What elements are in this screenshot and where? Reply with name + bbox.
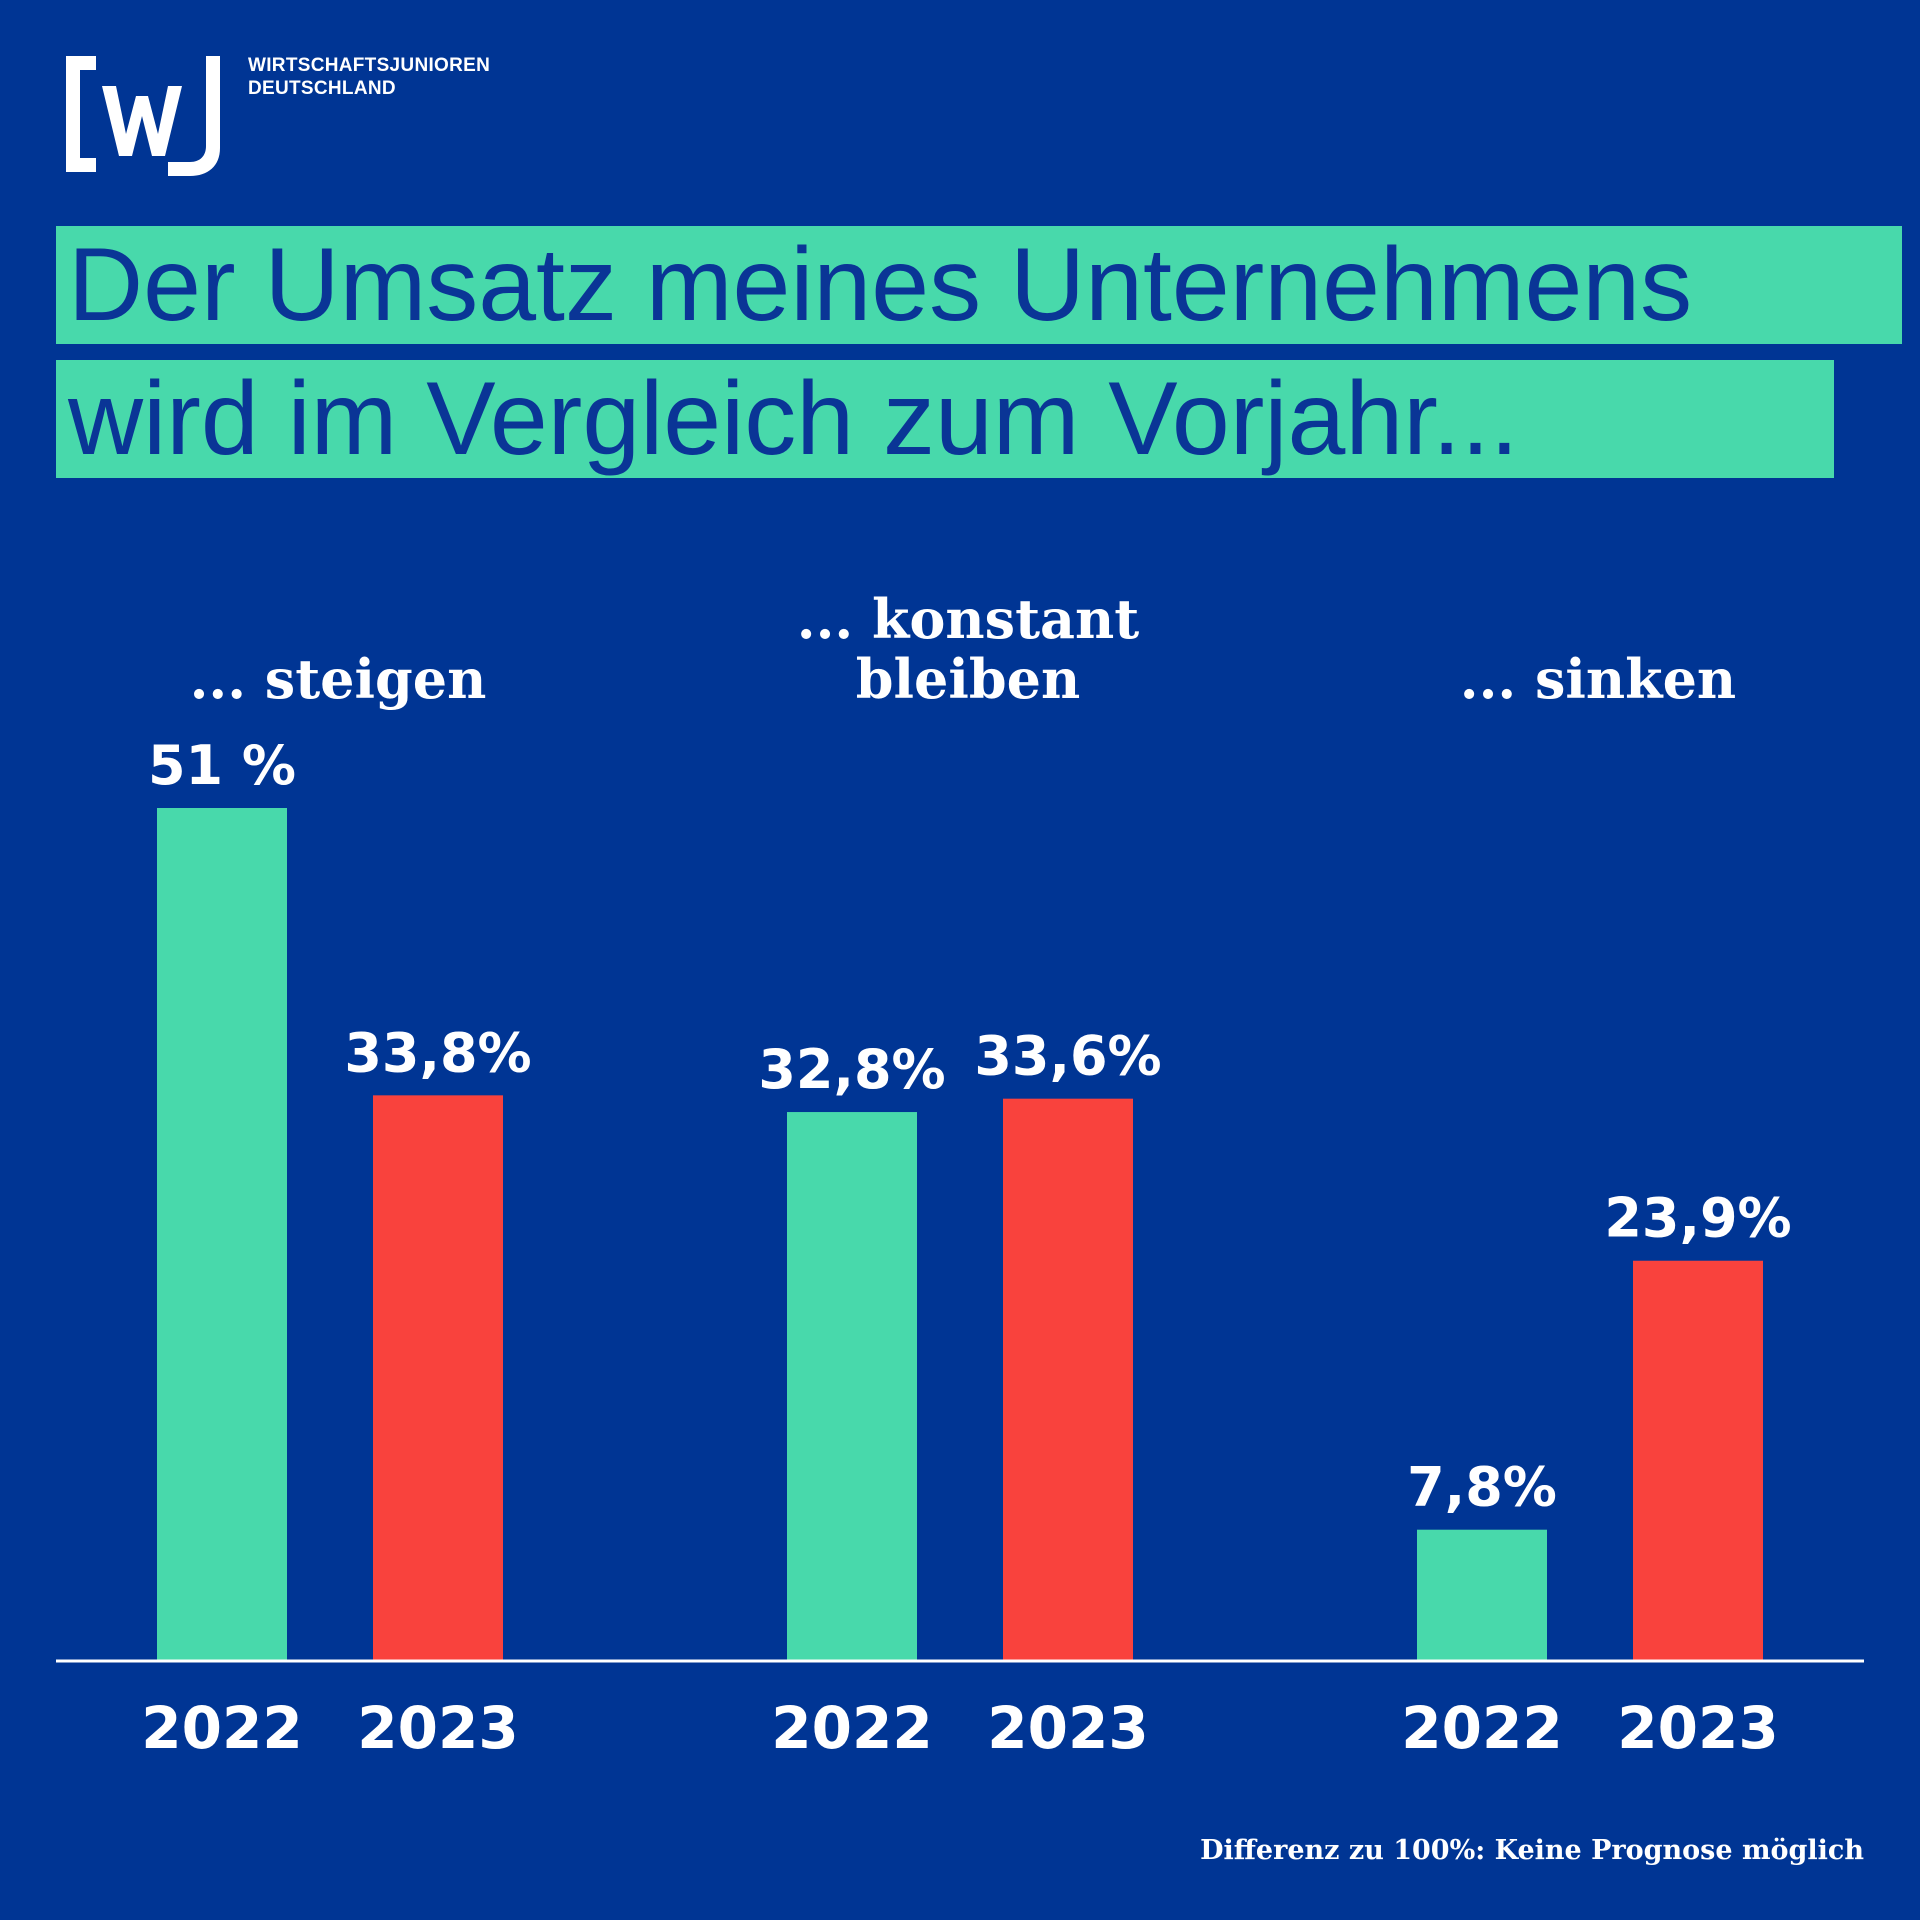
x-tick-label: 2022 [771, 1694, 932, 1762]
brand-logo: WIRTSCHAFTSJUNIOREN DEUTSCHLAND [56, 52, 490, 182]
x-tick-label: 2023 [1617, 1694, 1778, 1762]
category-label: ... sinken [1460, 647, 1736, 711]
footnote: Differenz zu 100%: Keine Prognose möglic… [1200, 1835, 1864, 1866]
brand-name-line1: WIRTSCHAFTSJUNIOREN [248, 55, 491, 76]
bar-2022 [1417, 1529, 1547, 1660]
bar-2022 [157, 808, 287, 1660]
category-label: bleiben [856, 647, 1081, 711]
headline-line-1: Der Umsatz meines Unternehmens [56, 226, 1902, 344]
value-label: 51 % [148, 734, 296, 797]
x-tick-label: 2023 [357, 1694, 518, 1762]
brand-name: WIRTSCHAFTSJUNIOREN DEUTSCHLAND [248, 54, 490, 100]
value-label: 32,8% [758, 1038, 945, 1101]
category-label: ... konstant [797, 587, 1139, 651]
bar-2023 [373, 1095, 503, 1660]
bar-2023 [1633, 1260, 1763, 1660]
brand-name-line2: DEUTSCHLAND [248, 78, 396, 99]
x-tick-label: 2022 [1401, 1694, 1562, 1762]
headline-line-2: wird im Vergleich zum Vorjahr... [56, 360, 1834, 478]
x-tick-label: 2023 [987, 1694, 1148, 1762]
bar-2023 [1003, 1098, 1133, 1660]
x-tick-label: 2022 [141, 1694, 302, 1762]
value-label: 7,8% [1407, 1456, 1557, 1519]
wj-logo-icon [66, 56, 220, 176]
category-label: ... steigen [190, 647, 487, 711]
value-label: 23,9% [1604, 1187, 1791, 1250]
value-label: 33,6% [974, 1025, 1161, 1088]
value-label: 33,8% [344, 1021, 531, 1084]
bar-2022 [787, 1112, 917, 1660]
